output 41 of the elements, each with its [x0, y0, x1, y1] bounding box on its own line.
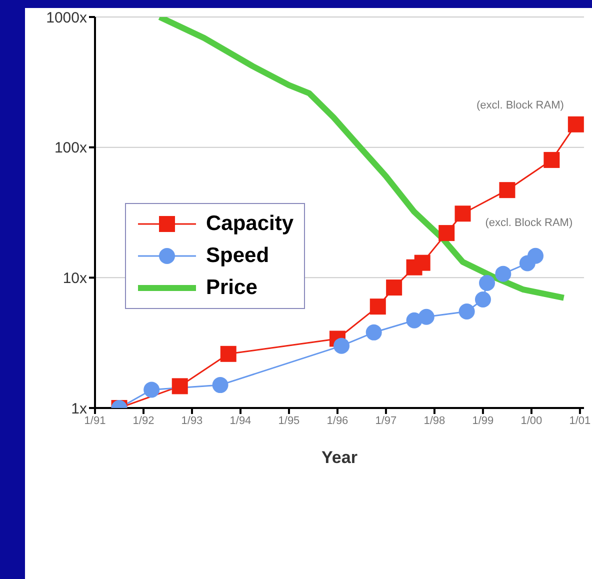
x-tick-label: 1/97 — [375, 414, 397, 427]
legend-label: Speed — [206, 244, 270, 268]
legend-label: Price — [206, 276, 258, 300]
x-tick-label: 1/01 — [569, 414, 591, 427]
point — [370, 298, 386, 315]
annotation: (excl. Block RAM) — [485, 217, 573, 230]
y-tick-label: 1000x — [46, 9, 88, 26]
point — [499, 182, 516, 198]
point — [366, 324, 382, 340]
point — [495, 266, 512, 282]
x-axis-title: Year — [322, 448, 358, 467]
point — [528, 248, 544, 264]
annotation: (excl. Block RAM) — [476, 99, 564, 112]
x-tick-label: 1/92 — [132, 414, 154, 427]
point — [458, 304, 475, 320]
point — [438, 225, 455, 242]
point — [568, 116, 584, 132]
point — [414, 254, 430, 271]
point — [334, 338, 350, 354]
point — [544, 152, 560, 168]
x-tick-label: 1/94 — [230, 414, 252, 427]
point — [220, 346, 236, 362]
x-tick-label: 1/00 — [520, 414, 542, 427]
x-tick-label: 1/96 — [326, 414, 348, 427]
point — [418, 308, 434, 325]
point — [144, 382, 160, 398]
point — [474, 291, 491, 308]
x-tick-label: 1/98 — [424, 414, 446, 427]
y-tick-label: 100x — [54, 140, 88, 157]
point — [386, 280, 402, 296]
x-tick-label: 1/99 — [472, 414, 494, 427]
x-tick-label: 1/91 — [84, 414, 106, 427]
y-tick-label: 10x — [62, 270, 88, 287]
point — [479, 275, 496, 292]
x-tick-label: 1/93 — [181, 414, 203, 427]
point — [212, 377, 228, 394]
y-tick-label: 1x — [71, 400, 88, 418]
point — [172, 378, 188, 394]
point — [454, 206, 471, 222]
x-tick-label: 1/95 — [278, 414, 300, 427]
legend-label: Capacity — [206, 212, 294, 236]
